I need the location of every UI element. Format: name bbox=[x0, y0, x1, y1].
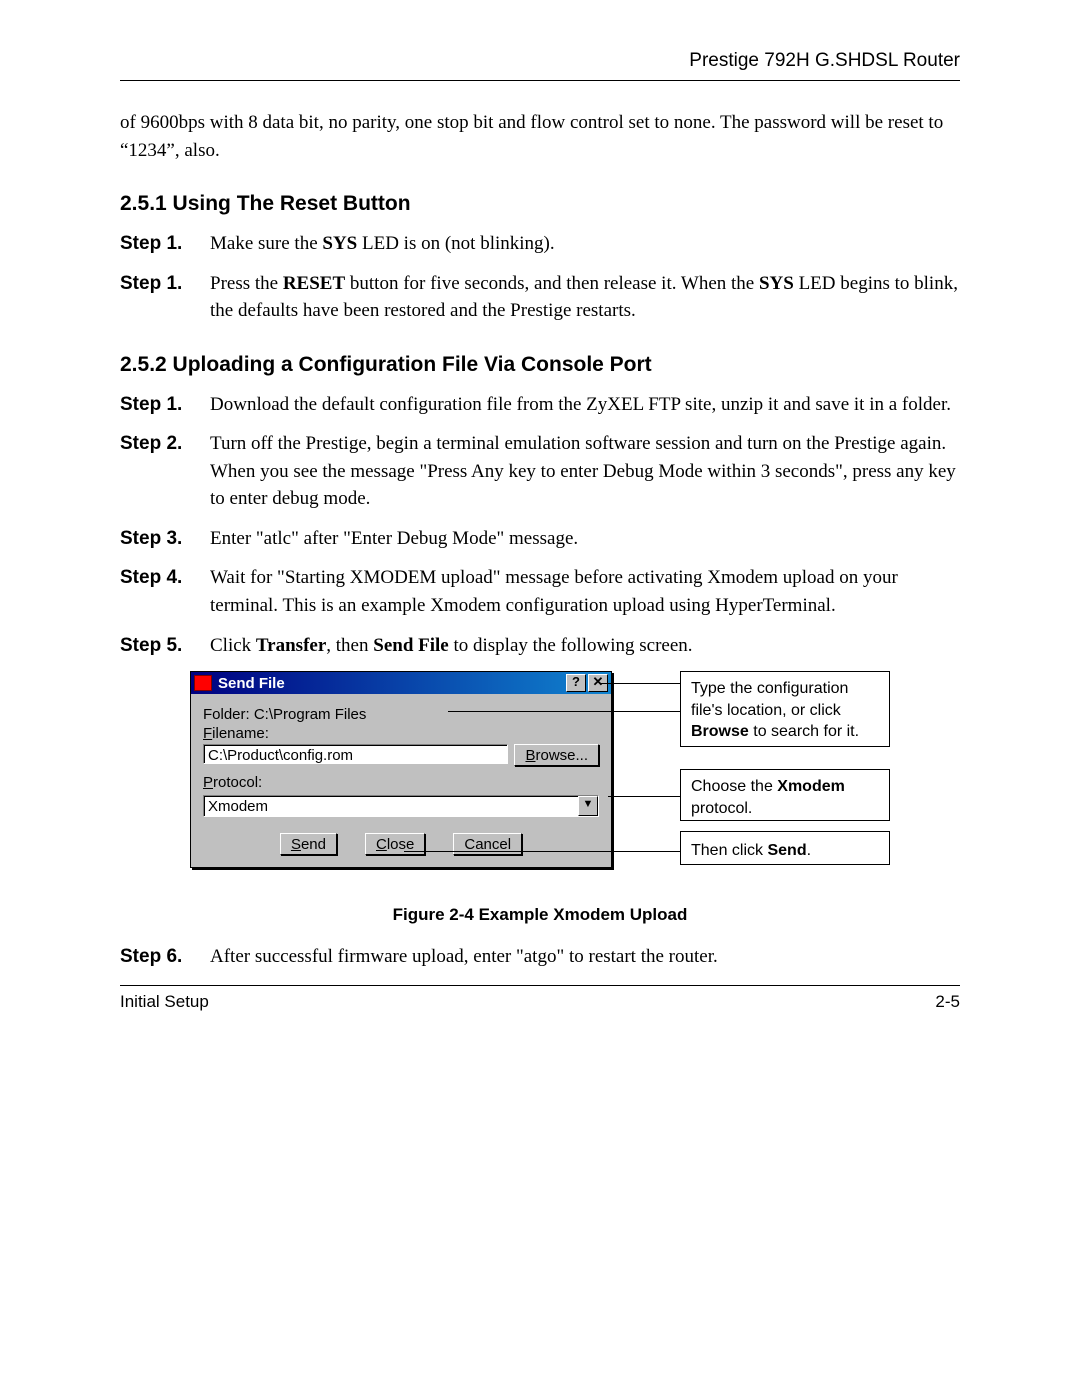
s2-step-4: Step 4. Wait for "Starting XMODEM upload… bbox=[120, 564, 960, 619]
folder-label: Folder: C:\Program Files bbox=[203, 706, 599, 723]
protocol-label: Protocol: bbox=[203, 774, 599, 791]
figure-caption: Figure 2-4 Example Xmodem Upload bbox=[120, 905, 960, 925]
s2-step-6: Step 6. After successful firmware upload… bbox=[120, 943, 960, 971]
figure-area: Send File ? ✕ Folder: C:\Program Files F… bbox=[190, 671, 910, 891]
section-2-5-2-heading: 2.5.2 Uploading a Configuration File Via… bbox=[120, 353, 960, 377]
protocol-value: Xmodem bbox=[208, 798, 268, 815]
page-footer: Initial Setup 2-5 bbox=[120, 985, 960, 1012]
callout-browse: Type the configuration file's location, … bbox=[680, 671, 890, 747]
s2-step-5: Step 5. Click Transfer, then Send File t… bbox=[120, 632, 960, 660]
s2-step-3: Step 3. Enter "atlc" after "Enter Debug … bbox=[120, 525, 960, 553]
chevron-down-icon[interactable]: ▼ bbox=[578, 796, 598, 816]
step-label: Step 2. bbox=[120, 430, 210, 513]
help-button[interactable]: ? bbox=[566, 674, 586, 692]
step-text: Turn off the Prestige, begin a terminal … bbox=[210, 430, 960, 513]
s2-step-2: Step 2. Turn off the Prestige, begin a t… bbox=[120, 430, 960, 513]
send-button[interactable]: Send bbox=[280, 833, 337, 855]
leader-line bbox=[600, 683, 680, 684]
step-text: Press the RESET button for five seconds,… bbox=[210, 270, 960, 325]
step-label: Step 5. bbox=[120, 632, 210, 660]
footer-left: Initial Setup bbox=[120, 992, 209, 1012]
callout-protocol: Choose the Xmodem protocol. bbox=[680, 769, 890, 821]
s1-step-1: Step 1. Make sure the SYS LED is on (not… bbox=[120, 230, 960, 258]
s1-step-2: Step 1. Press the RESET button for five … bbox=[120, 270, 960, 325]
browse-button[interactable]: Browse... bbox=[514, 744, 599, 766]
step-text: After successful firmware upload, enter … bbox=[210, 943, 960, 971]
page-header: Prestige 792H G.SHDSL Router bbox=[120, 50, 960, 81]
step-label: Step 1. bbox=[120, 270, 210, 325]
filename-label: Filename: bbox=[203, 725, 599, 742]
send-file-dialog: Send File ? ✕ Folder: C:\Program Files F… bbox=[190, 671, 612, 868]
leader-line bbox=[608, 796, 680, 797]
dialog-icon bbox=[194, 675, 212, 691]
leader-line bbox=[404, 851, 680, 852]
step-text: Enter "atlc" after "Enter Debug Mode" me… bbox=[210, 525, 960, 553]
leader-line bbox=[448, 711, 680, 712]
step-label: Step 1. bbox=[120, 391, 210, 419]
intro-text: of 9600bps with 8 data bit, no parity, o… bbox=[120, 109, 960, 164]
filename-input[interactable]: C:\Product\config.rom bbox=[203, 744, 508, 764]
step-label: Step 1. bbox=[120, 230, 210, 258]
callout-send: Then click Send. bbox=[680, 831, 890, 865]
footer-right: 2-5 bbox=[935, 992, 960, 1012]
s2-step-1: Step 1. Download the default configurati… bbox=[120, 391, 960, 419]
protocol-select[interactable]: Xmodem ▼ bbox=[203, 795, 599, 817]
dialog-title: Send File bbox=[218, 675, 564, 692]
step-label: Step 3. bbox=[120, 525, 210, 553]
step-label: Step 6. bbox=[120, 943, 210, 971]
dialog-titlebar[interactable]: Send File ? ✕ bbox=[191, 672, 611, 694]
step-text: Wait for "Starting XMODEM upload" messag… bbox=[210, 564, 960, 619]
section-2-5-1-heading: 2.5.1 Using The Reset Button bbox=[120, 192, 960, 216]
step-text: Click Transfer, then Send File to displa… bbox=[210, 632, 960, 660]
step-text: Download the default configuration file … bbox=[210, 391, 960, 419]
step-text: Make sure the SYS LED is on (not blinkin… bbox=[210, 230, 960, 258]
step-label: Step 4. bbox=[120, 564, 210, 619]
